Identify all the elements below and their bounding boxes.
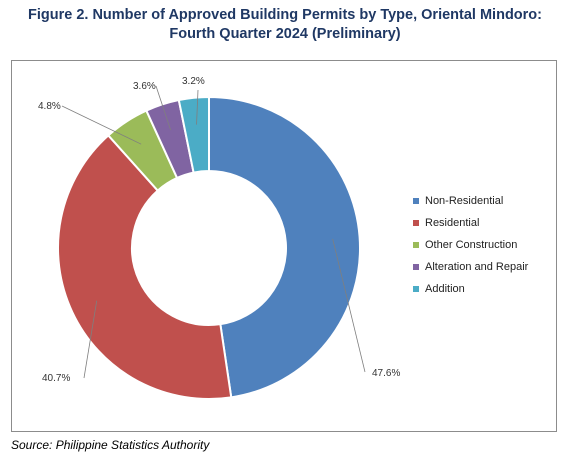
leader-line-other-construction	[61, 105, 142, 145]
data-label-residential: 40.7%	[42, 373, 70, 384]
leader-line-non-residential	[332, 238, 366, 373]
legend-swatch-alteration-and-repair	[413, 264, 419, 270]
leader-line-addition	[196, 89, 199, 125]
slice-residential	[57, 134, 233, 400]
data-label-addition: 3.2%	[182, 76, 205, 87]
legend-swatch-addition	[413, 286, 419, 292]
legend-label-addition: Addition	[425, 283, 465, 295]
leader-line-residential	[83, 300, 98, 379]
legend-swatch-residential	[413, 220, 419, 226]
data-label-alteration-and-repair: 3.6%	[133, 81, 156, 92]
chart-frame	[11, 60, 557, 432]
slice-addition	[177, 95, 210, 174]
chart-title-line1: Figure 2. Number of Approved Building Pe…	[28, 7, 542, 23]
source-note: Source: Philippine Statistics Authority	[11, 438, 210, 452]
data-label-non-residential: 47.6%	[372, 368, 400, 379]
legend-swatch-other-construction	[413, 242, 419, 248]
data-label-other-construction: 4.8%	[38, 101, 61, 112]
chart-title-line2: Fourth Quarter 2024 (Preliminary)	[169, 26, 401, 42]
leader-line-alteration-and-repair	[155, 85, 172, 131]
legend-label-alteration-and-repair: Alteration and Repair	[425, 261, 529, 273]
legend-label-non-residential: Non-Residential	[425, 195, 503, 207]
legend-label-residential: Residential	[425, 217, 479, 229]
slice-non-residential	[208, 95, 361, 399]
legend-swatch-non-residential	[413, 198, 419, 204]
legend-label-other-construction: Other Construction	[425, 239, 517, 251]
chart-title: Figure 2. Number of Approved Building Pe…	[0, 6, 570, 44]
